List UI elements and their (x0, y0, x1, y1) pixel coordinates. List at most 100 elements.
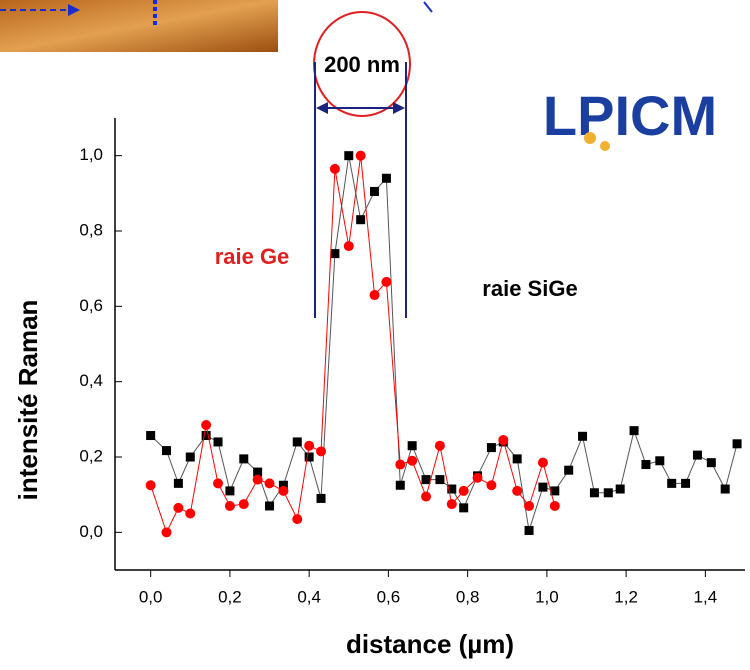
point (186, 453, 195, 462)
point (330, 249, 339, 258)
point (370, 187, 379, 196)
point (459, 486, 469, 496)
x-axis-label: distance (µm) (346, 629, 514, 659)
point (733, 439, 742, 448)
point (487, 443, 496, 452)
x-tick-label: 0,8 (456, 587, 480, 606)
point (550, 501, 560, 511)
point (655, 456, 664, 465)
point (162, 527, 172, 537)
point (370, 290, 380, 300)
point (578, 432, 587, 441)
point (513, 454, 522, 463)
point (344, 151, 353, 160)
point (564, 466, 573, 475)
point (174, 479, 183, 488)
y-tick-label: 0,6 (79, 296, 103, 315)
x-tick-label: 1,2 (614, 587, 638, 606)
point (422, 475, 431, 484)
series-line (151, 156, 737, 531)
point (421, 492, 431, 502)
point (395, 460, 405, 470)
point (265, 501, 274, 510)
point (486, 480, 496, 490)
point (305, 453, 314, 462)
x-tick-label: 0,0 (139, 587, 163, 606)
y-tick-label: 0,8 (79, 220, 103, 239)
logo-dot (600, 141, 610, 151)
point (316, 446, 326, 456)
point (265, 478, 275, 488)
point (185, 509, 195, 519)
point (616, 485, 625, 494)
point (707, 458, 716, 467)
point (225, 501, 235, 511)
point (681, 479, 690, 488)
point (344, 241, 354, 251)
point (538, 483, 547, 492)
point (330, 164, 340, 174)
point (382, 174, 391, 183)
point (604, 488, 613, 497)
x-tick-label: 1,0 (535, 587, 559, 606)
series-line (151, 156, 555, 533)
point (435, 441, 445, 451)
arrow-head (316, 102, 328, 114)
logo: LPICM (543, 84, 717, 147)
point (293, 437, 302, 446)
point (173, 503, 183, 513)
point (693, 451, 702, 460)
point (213, 478, 223, 488)
point (721, 485, 730, 494)
point (146, 480, 156, 490)
x-tick-label: 0,4 (297, 587, 321, 606)
afm-image (0, 0, 278, 52)
point (304, 441, 314, 451)
point (381, 277, 391, 287)
point (641, 460, 650, 469)
point (512, 486, 522, 496)
point (667, 479, 676, 488)
point (630, 426, 639, 435)
annotation-text: 200 nm (324, 52, 400, 77)
point (146, 431, 155, 440)
y-axis-label: intensité Raman (13, 300, 43, 501)
point (435, 475, 444, 484)
pointer (424, 2, 432, 12)
point (524, 501, 534, 511)
point (396, 481, 405, 490)
x-tick-label: 0,6 (377, 587, 401, 606)
point (278, 486, 288, 496)
point (356, 151, 366, 161)
point (356, 215, 365, 224)
point (473, 473, 483, 483)
x-tick-label: 0,2 (218, 587, 242, 606)
point (201, 420, 211, 430)
point (239, 499, 249, 509)
y-tick-label: 0,4 (79, 371, 103, 390)
point (162, 446, 171, 455)
point (407, 456, 417, 466)
point (447, 499, 457, 509)
point (253, 475, 263, 485)
y-tick-label: 0,0 (79, 522, 103, 541)
logo-dot (584, 132, 596, 144)
y-tick-label: 1,0 (79, 145, 103, 164)
point (239, 454, 248, 463)
point (498, 435, 508, 445)
point (525, 526, 534, 535)
series-annotation: raie Ge (215, 244, 290, 269)
point (538, 458, 548, 468)
point (590, 488, 599, 497)
point (214, 437, 223, 446)
y-tick-label: 0,2 (79, 446, 103, 465)
chart: 200 nm LPICM intensité Raman distance (µ… (0, 0, 750, 670)
point (225, 486, 234, 495)
point (408, 441, 417, 450)
point (317, 494, 326, 503)
point (292, 514, 302, 524)
point (459, 503, 468, 512)
series-annotation: raie SiGe (482, 276, 577, 301)
x-tick-label: 1,4 (694, 587, 718, 606)
arrow-head (393, 102, 405, 114)
